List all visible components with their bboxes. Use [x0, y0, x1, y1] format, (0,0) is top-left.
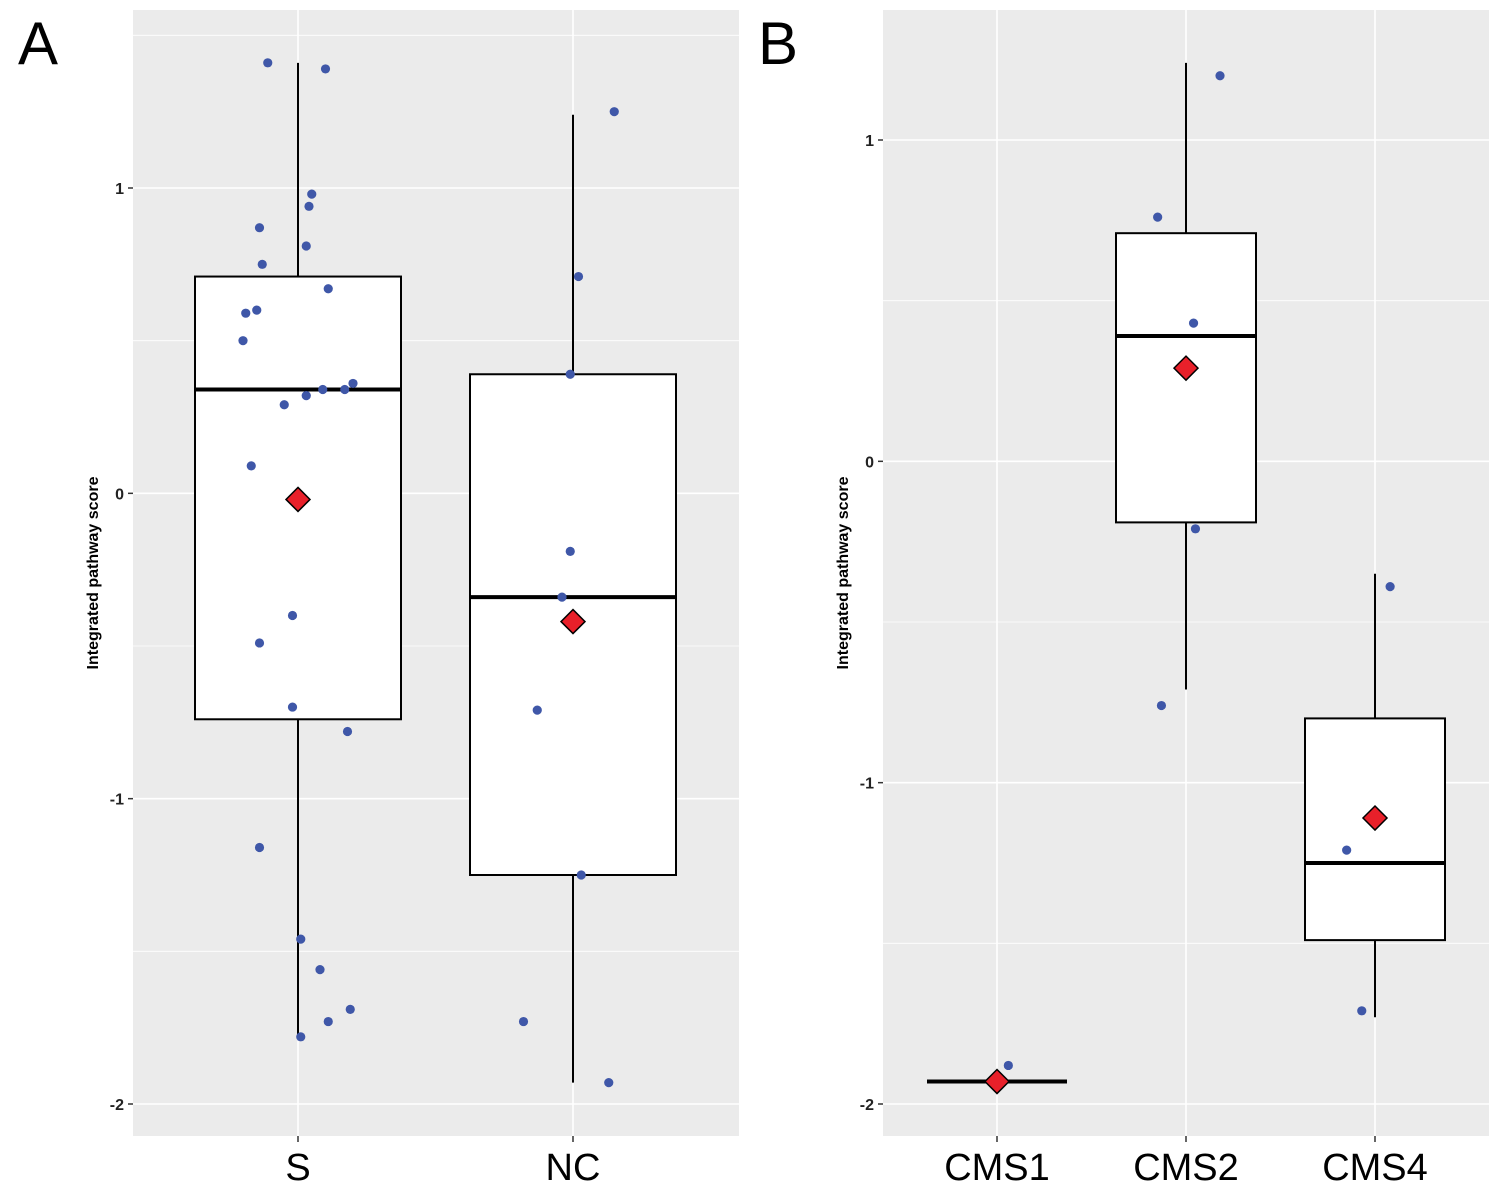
- data-point: [287, 702, 298, 712]
- x-tick-label: S: [285, 1147, 310, 1189]
- y-tick-label: 0: [115, 486, 124, 503]
- y-tick-label: -1: [110, 792, 124, 809]
- y-tick-label: -2: [860, 1097, 874, 1114]
- y-tick-label: 0: [865, 454, 874, 471]
- data-point: [263, 58, 273, 68]
- x-tick-label: CMS1: [944, 1147, 1050, 1189]
- data-point: [565, 546, 575, 556]
- panel-a: A -2 -1 0 1 Integrated pathway score S NC: [18, 10, 739, 1189]
- data-point: [257, 259, 267, 269]
- data-point: [557, 592, 567, 602]
- data-point: [340, 384, 350, 395]
- data-point: [238, 336, 248, 346]
- data-point: [241, 308, 251, 318]
- data-point: [279, 400, 289, 410]
- data-point: [318, 384, 328, 395]
- mean-marker: [1172, 355, 1200, 382]
- y-tick-label: 1: [115, 181, 124, 198]
- panel-b-means: [983, 355, 1389, 1095]
- panel-a-tag: A: [18, 10, 58, 77]
- data-point: [1342, 845, 1352, 855]
- data-point: [348, 378, 358, 389]
- data-point: [609, 107, 619, 117]
- data-point: [518, 1016, 529, 1027]
- data-point: [345, 1004, 355, 1014]
- data-point: [576, 870, 586, 880]
- data-point: [1215, 71, 1225, 81]
- y-tick-label: -1: [860, 776, 874, 793]
- data-point: [565, 369, 575, 379]
- panel-a-y-axis-label: Integrated pathway score: [85, 476, 102, 669]
- data-point: [296, 934, 306, 944]
- box-iqr: [469, 373, 677, 876]
- data-point: [315, 965, 325, 975]
- x-tick-label: CMS2: [1133, 1147, 1239, 1189]
- data-point: [573, 271, 584, 282]
- mean-marker: [983, 1068, 1011, 1095]
- data-point: [342, 726, 353, 737]
- x-tick-label: NC: [546, 1147, 601, 1189]
- y-tick-label: -2: [110, 1097, 124, 1114]
- x-tick-label: CMS4: [1322, 1147, 1428, 1189]
- panel-b-boxes: [927, 62, 1446, 1084]
- data-point: [320, 64, 331, 74]
- data-point: [323, 284, 333, 294]
- data-point: [1003, 1060, 1013, 1071]
- data-point: [301, 241, 311, 251]
- panel-b-y-axis: -2 -1 0 1: [860, 133, 883, 1114]
- mean-marker: [284, 486, 312, 513]
- panel-a-x-axis: S NC: [285, 1136, 600, 1189]
- data-point: [1153, 212, 1163, 222]
- panel-a-y-axis: -2 -1 0 1: [110, 181, 133, 1114]
- panel-a-means: [284, 486, 587, 635]
- data-point: [1156, 700, 1167, 711]
- data-point: [323, 1016, 333, 1027]
- data-point: [301, 391, 311, 401]
- data-point: [532, 705, 542, 715]
- data-point: [304, 201, 314, 211]
- panel-b-points: [1003, 71, 1395, 1071]
- panel-b-y-axis-label: Integrated pathway score: [835, 476, 852, 669]
- mean-marker: [559, 608, 587, 635]
- data-point: [296, 1032, 306, 1042]
- panel-b-x-axis: CMS1 CMS2 CMS4: [944, 1136, 1428, 1189]
- data-point: [246, 461, 256, 471]
- y-tick-label: 1: [865, 133, 874, 150]
- data-point: [1188, 318, 1199, 328]
- data-point: [307, 189, 317, 199]
- data-point: [254, 638, 265, 648]
- data-point: [604, 1078, 614, 1088]
- mean-marker: [1361, 804, 1389, 832]
- data-point: [1385, 582, 1395, 592]
- data-point: [254, 842, 265, 853]
- panel-b-tag: B: [758, 10, 798, 77]
- data-point: [1190, 524, 1201, 534]
- panel-a-points: [238, 58, 619, 1088]
- panel-b: B -2-101 Integrated pathway score CMS1 CM…: [758, 10, 1489, 1189]
- data-point: [252, 305, 262, 315]
- panel-a-boxes: [194, 62, 677, 1083]
- data-point: [287, 610, 298, 621]
- data-point: [254, 223, 265, 233]
- data-point: [1357, 1006, 1367, 1016]
